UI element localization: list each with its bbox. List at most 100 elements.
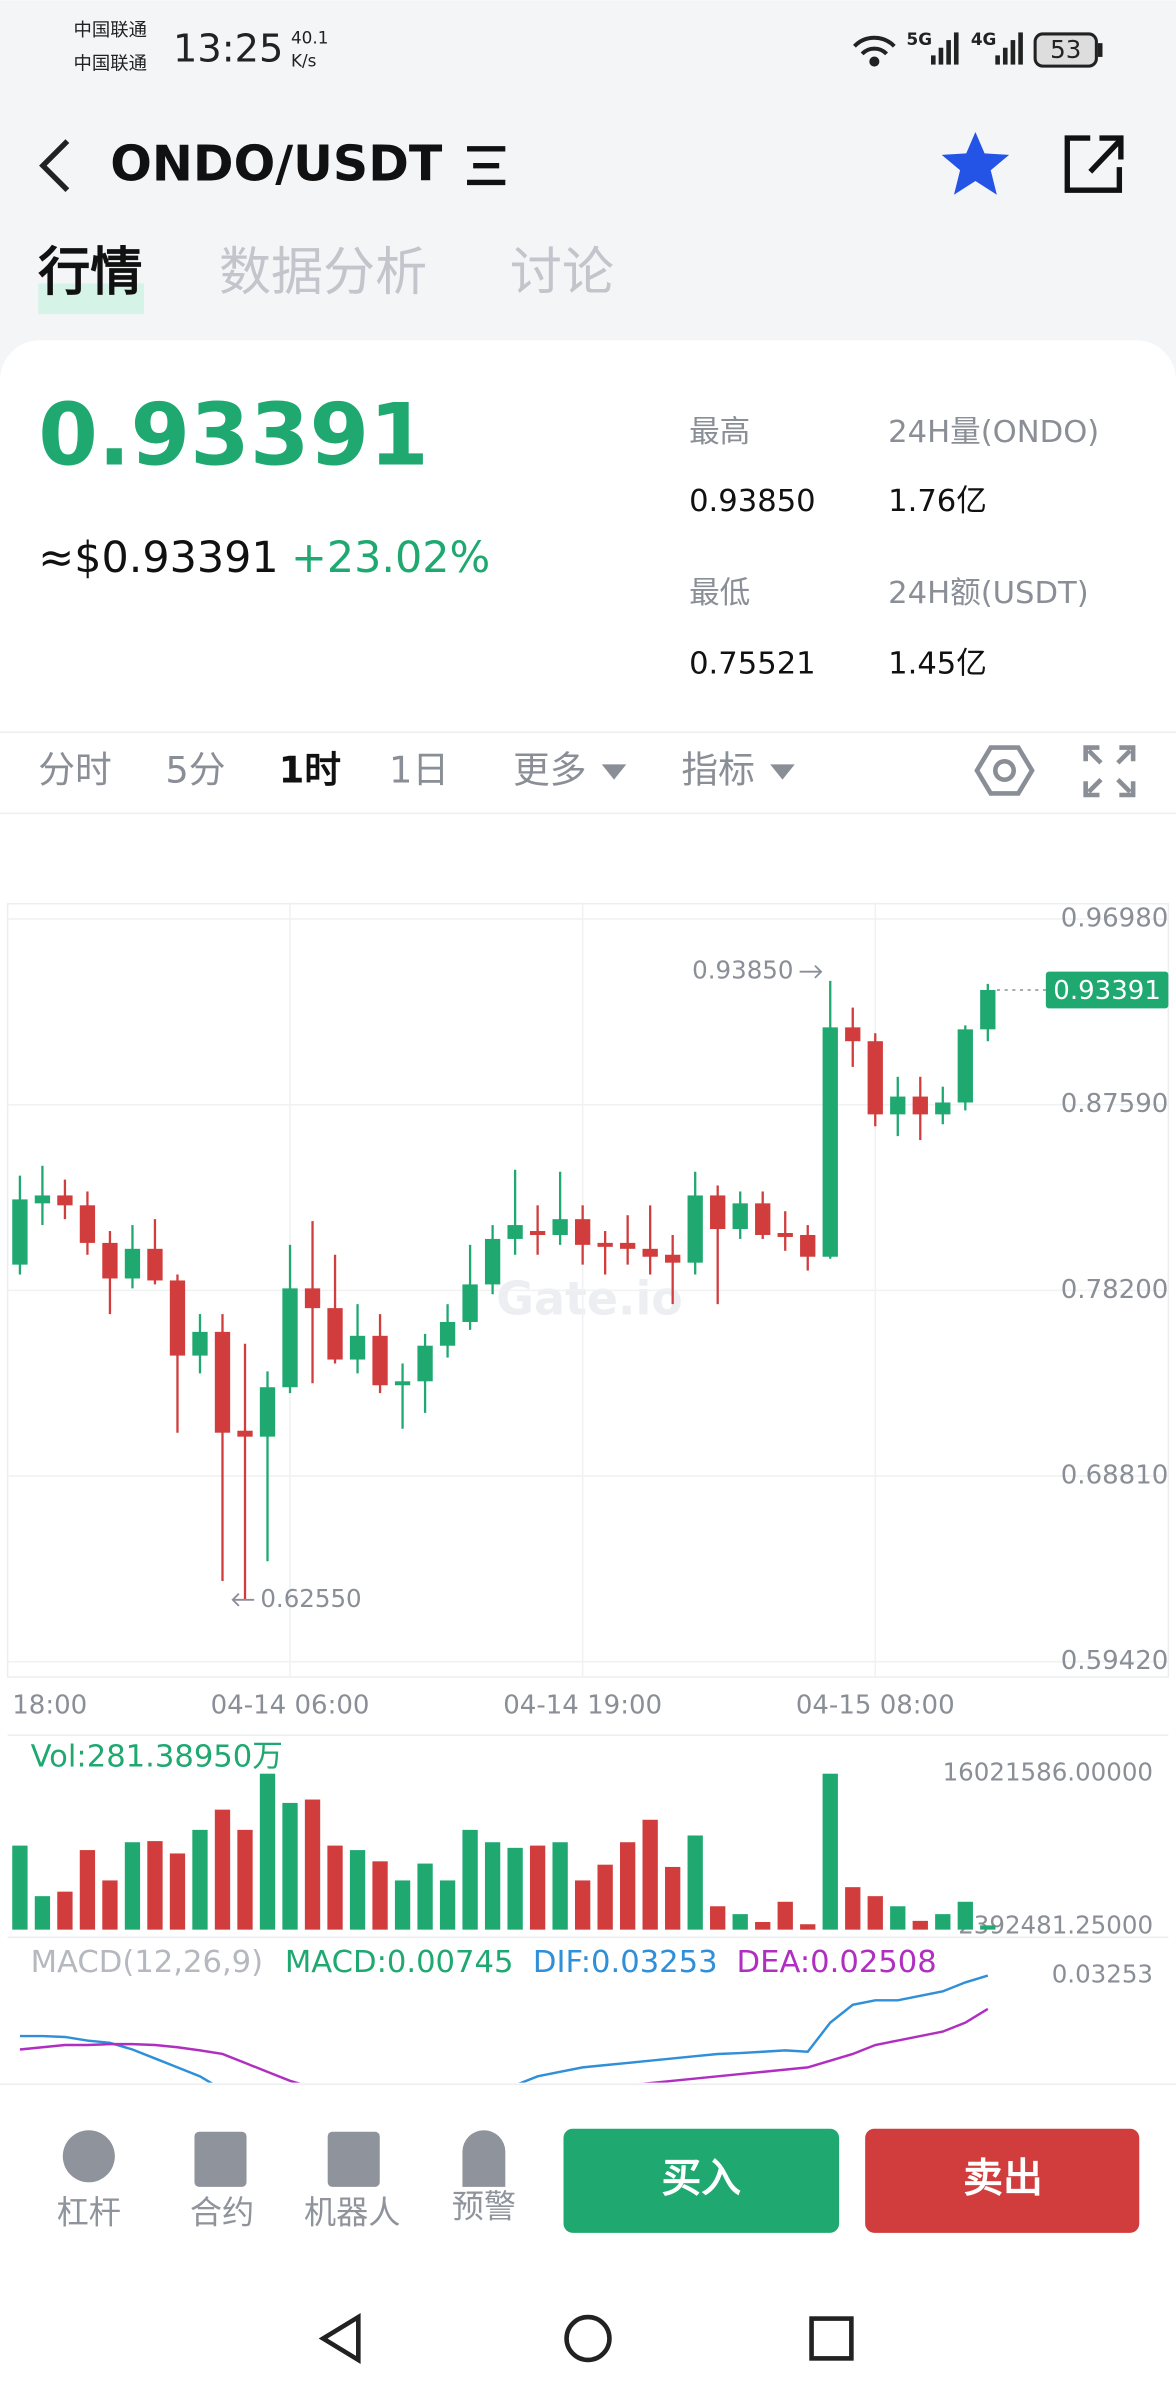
macd-title: MACD(12,26,9) [31, 1945, 263, 1980]
nav-back[interactable] [318, 2312, 361, 2365]
dropdown-arrow [770, 764, 795, 780]
y-tick-label: 0.78200 [1061, 1275, 1169, 1305]
candle-body [777, 1233, 793, 1237]
candle-body [417, 1345, 433, 1382]
candle-body [57, 1195, 73, 1206]
network-type: 5G [907, 29, 933, 49]
y-tick-label: 0.87590 [1061, 1089, 1169, 1119]
volume-bar [57, 1891, 73, 1930]
interval[interactable]: 指标 [681, 749, 755, 792]
tab[interactable]: 数据分析 [219, 243, 427, 303]
leverage-icon [62, 2130, 115, 2183]
candle-body [484, 1238, 501, 1285]
sell-button[interactable] [865, 2128, 1140, 2233]
watermark: Gate.io [496, 1271, 683, 1325]
change-percent: +23.02% [291, 533, 490, 583]
interval[interactable]: 5分 [165, 749, 225, 792]
candle-body [214, 1331, 231, 1433]
annotation-arrowhead [231, 1593, 240, 1607]
candle-body [642, 1248, 658, 1257]
tab[interactable]: 行情 [38, 243, 142, 303]
interval[interactable]: 1日 [389, 749, 449, 792]
candle-body [710, 1195, 726, 1230]
candle-body [327, 1308, 343, 1360]
carrier: 中国联通 [74, 20, 147, 41]
interval[interactable]: 1时 [279, 749, 341, 792]
candle-body [980, 989, 996, 1030]
interval[interactable]: 分时 [38, 749, 112, 792]
x-tick-label: 04-14 06:00 [211, 1691, 370, 1721]
volume-bar [507, 1847, 523, 1930]
volume-bar [417, 1863, 433, 1930]
candle-body [34, 1195, 51, 1204]
volume-bar [912, 1920, 928, 1930]
toolbar-label[interactable]: 合约 [190, 2193, 254, 2231]
volume-bar [102, 1880, 118, 1930]
tab[interactable]: 讨论 [510, 243, 614, 303]
candle-body [102, 1242, 118, 1279]
last-price-label: 0.93391 [1053, 976, 1161, 1006]
candle-body [394, 1381, 411, 1386]
candle-body [439, 1321, 456, 1346]
toolbar-label[interactable]: 机器人 [304, 2193, 400, 2231]
candle-body [935, 1102, 951, 1115]
volume-bar [800, 1924, 816, 1930]
volume-bar [282, 1802, 298, 1930]
battery-level: 53 [1050, 35, 1081, 64]
candle-body [372, 1335, 388, 1386]
volume-bar [777, 1901, 793, 1930]
fullscreen-icon[interactable] [1083, 745, 1136, 798]
volume-bar [597, 1864, 613, 1930]
stat-value: 1.76亿 [888, 484, 987, 519]
volume-bar [34, 1896, 51, 1930]
settings-icon[interactable] [974, 745, 1035, 796]
dif-line [19, 1974, 989, 2083]
share-icon[interactable] [1064, 135, 1124, 193]
volume-bar [552, 1842, 568, 1930]
pair-menu-icon[interactable] [467, 146, 506, 186]
volume-bar [439, 1880, 456, 1930]
buy-button[interactable] [563, 2128, 840, 2233]
back-button[interactable] [39, 139, 70, 193]
nav-recent[interactable] [809, 2316, 854, 2361]
volume-bar [192, 1829, 208, 1930]
candle-body [79, 1205, 96, 1243]
volume-bar [980, 1925, 996, 1930]
toolbar-label[interactable]: 杠杆 [57, 2193, 121, 2231]
top-background [0, 0, 1176, 399]
candle-body [147, 1248, 163, 1281]
buy-label[interactable]: 买入 [662, 2155, 742, 2201]
candle-body [755, 1203, 771, 1235]
volume-bar [237, 1829, 253, 1930]
kline-chart: 0.59420 0.68810 0.78200 0.87590 0.96980 18:00… [7, 904, 1169, 2083]
volume-bar [755, 1921, 771, 1930]
candle-body [462, 1284, 478, 1322]
volume-bar [462, 1829, 478, 1930]
macd-panel [19, 1974, 989, 2083]
volume-bar [169, 1853, 186, 1930]
candle-body [304, 1288, 321, 1309]
volume-bar [349, 1850, 366, 1930]
settings-icon-center [993, 758, 1016, 782]
volume-bar [732, 1914, 748, 1930]
volume-bar [214, 1809, 231, 1930]
volume-bar [710, 1906, 726, 1930]
macd-value: MACD:0.00745 [285, 1945, 514, 1980]
annotation-arrowhead [814, 964, 823, 979]
volume-bar [529, 1845, 546, 1930]
sell-label[interactable]: 卖出 [963, 2155, 1043, 2201]
usd-price: ≈$0.93391 [38, 533, 278, 583]
contract-icon [194, 2131, 247, 2187]
interval[interactable]: 更多 [513, 749, 587, 792]
nav-home[interactable] [564, 2314, 612, 2363]
signal-icon [995, 32, 1023, 65]
favorite-star[interactable] [941, 131, 1010, 195]
wifi-icon [853, 35, 896, 67]
clock: 13:25 [173, 26, 283, 71]
toolbar-label[interactable]: 预警 [452, 2187, 516, 2225]
stat-value: 0.75521 [689, 646, 816, 681]
candle-body [845, 1027, 861, 1042]
stat-label: 最高 [689, 415, 750, 450]
